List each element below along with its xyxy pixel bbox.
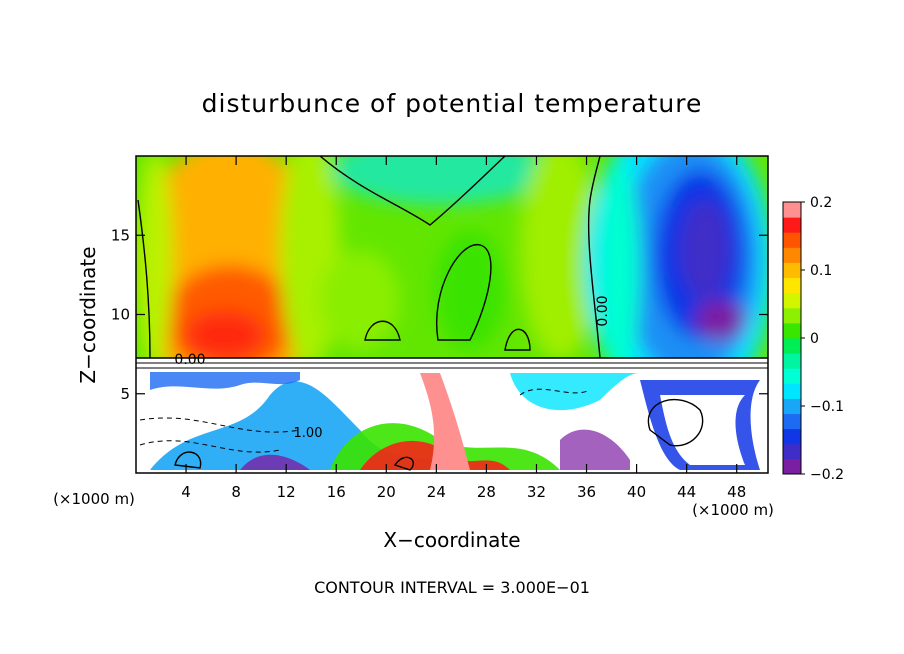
colorbar-tick-label: 0 — [810, 331, 819, 347]
colorbar-swatch — [783, 217, 801, 233]
x-tick-label: 40 — [627, 483, 646, 501]
chart-title: disturbunce of potential temperature — [202, 89, 703, 118]
colorbar-swatch — [783, 292, 801, 309]
x-tick-label: 16 — [327, 483, 346, 501]
y-tick-label: 5 — [120, 385, 130, 403]
colorbar-tick-label: −0.2 — [810, 467, 844, 483]
colorbar-swatch — [783, 398, 801, 415]
colorbar-swatch — [783, 338, 801, 354]
y-tick-label: 10 — [111, 306, 130, 324]
contour-label-group: 0.00 0.00 1.00 — [174, 295, 611, 441]
colorbar-frame — [782, 201, 802, 475]
colorbar-swatch — [783, 413, 801, 430]
x-tick-label: 32 — [527, 483, 546, 501]
field-upper — [136, 156, 768, 415]
contour-label: 1.00 — [294, 426, 323, 441]
x-tick-label: 24 — [427, 483, 446, 501]
x-tick-label: 36 — [577, 483, 596, 501]
x-tick-label: 28 — [477, 483, 496, 501]
field-lower — [136, 358, 768, 473]
x-tick-label: 8 — [231, 483, 241, 501]
colorbar-tick-label: −0.1 — [810, 399, 844, 415]
contour-lines — [136, 156, 768, 471]
x-tick-label: 12 — [277, 483, 296, 501]
x-unit-right: (×1000 m) — [692, 501, 774, 519]
contour-dashed — [139, 388, 591, 453]
colorbar-swatch — [783, 307, 801, 324]
colorbar-swatch — [783, 322, 801, 339]
x-axis-ticks: 4 8 12 16 20 24 28 32 36 40 44 48 — [181, 156, 746, 501]
colorbar-swatch — [783, 458, 801, 475]
x-tick-label: 44 — [677, 483, 696, 501]
x-tick-label: 20 — [377, 483, 396, 501]
colorbar-swatch — [783, 232, 801, 248]
colorbar-swatch — [783, 383, 801, 399]
x-tick-label: 4 — [181, 483, 191, 501]
x-tick-label: 48 — [727, 483, 746, 501]
colorbar-swatch — [783, 247, 801, 263]
colorbar-swatch — [783, 353, 801, 369]
contour-label: 0.00 — [595, 295, 611, 326]
colorbar-swatch — [783, 262, 801, 279]
y-axis-ticks: 5 10 15 — [111, 226, 768, 403]
colorbar-swatch — [783, 428, 801, 445]
x-axis-label: X−coordinate — [383, 528, 520, 552]
y-axis-label: Z−coordinate — [76, 246, 100, 383]
y-tick-label: 15 — [111, 226, 130, 244]
plot-area — [136, 156, 768, 473]
colorbar-swatch — [783, 202, 801, 218]
colorbar-swatch — [783, 368, 801, 384]
colorbar-swatch — [783, 277, 801, 294]
contour-label: 0.00 — [174, 352, 205, 368]
colorbar-swatch — [783, 443, 801, 460]
colorbar: 0.2 0.1 0 −0.1 −0.2 — [783, 195, 844, 483]
colorbar-tick-label: 0.1 — [810, 263, 832, 279]
contour-interval-note: CONTOUR INTERVAL = 3.000E−01 — [314, 578, 590, 597]
colorbar-tick-label: 0.2 — [810, 195, 832, 211]
x-unit-left: (×1000 m) — [53, 490, 135, 508]
